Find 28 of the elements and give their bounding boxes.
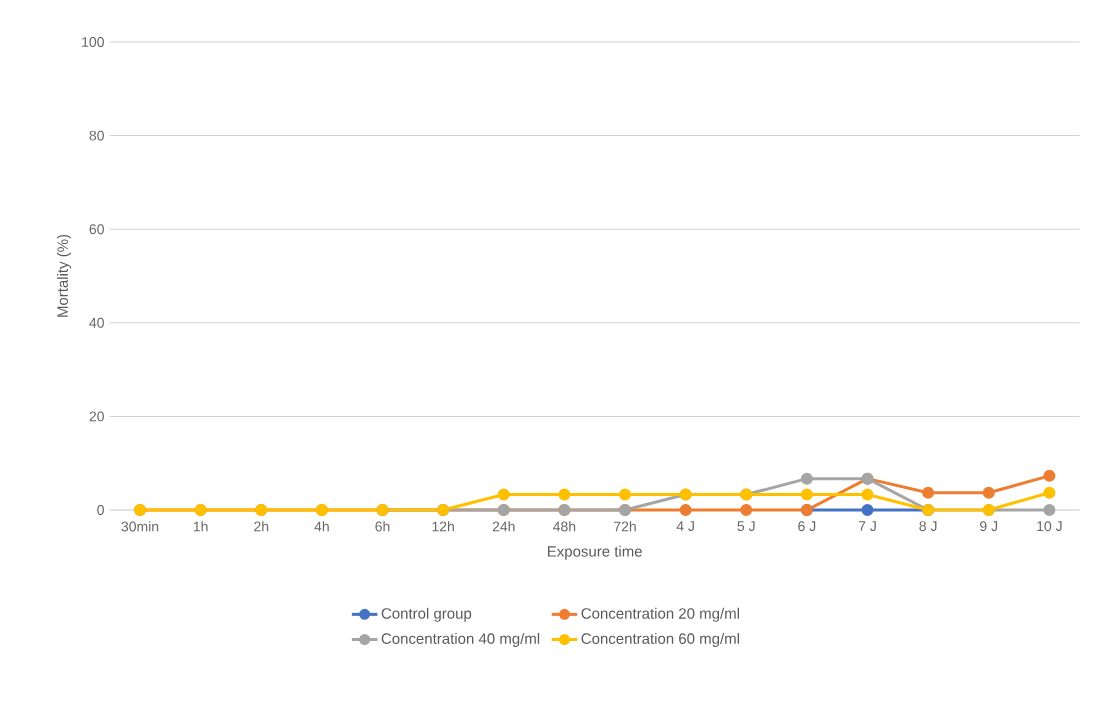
x-tick-label: 2h — [254, 521, 269, 532]
y-tick-label: 60 — [89, 224, 104, 235]
legend-label: Control group — [381, 607, 472, 622]
x-tick-label: 24h — [492, 521, 515, 532]
x-tick-label: 5 J — [737, 521, 755, 531]
y-tick-label: 20 — [89, 411, 104, 422]
x-tick-label: 7 J — [858, 521, 876, 531]
x-tick-label: 9 J — [980, 521, 998, 532]
y-axis-title: Mortality (%) — [56, 234, 71, 317]
x-tick-label: 6 J — [798, 521, 816, 532]
legend-label: Concentration 20 mg/ml — [581, 607, 739, 622]
x-tick-label: 1h — [193, 521, 208, 532]
y-tick-label: 0 — [97, 505, 104, 515]
x-tick-label: 6h — [375, 521, 390, 532]
x-tick-label: 48h — [553, 521, 576, 532]
y-tick-label: 100 — [82, 37, 104, 47]
x-tick-label: 72h — [614, 521, 636, 532]
legend-label: Concentration 40 mg/ml — [381, 632, 540, 647]
x-axis-title: Exposure time — [547, 545, 642, 560]
x-tick-label: 12h — [432, 521, 454, 532]
legend-label: Concentration 60 mg/ml — [581, 632, 739, 647]
x-tick-label: 30min — [121, 521, 159, 532]
x-tick-label: 4 J — [676, 521, 694, 531]
x-tick-label: 8 J — [919, 521, 937, 532]
x-tick-label: 10 J — [1037, 521, 1062, 532]
x-tick-label: 4h — [314, 521, 329, 532]
y-tick-label: 80 — [89, 130, 104, 141]
y-tick-label: 40 — [89, 317, 104, 328]
